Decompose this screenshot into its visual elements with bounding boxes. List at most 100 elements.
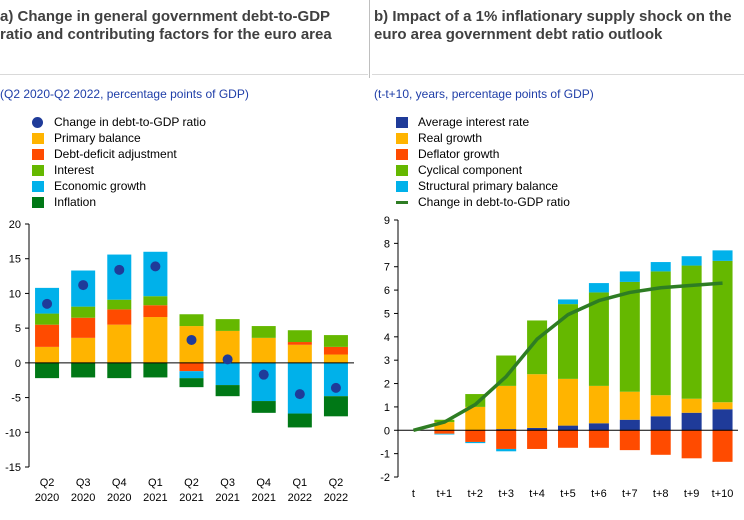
- panel-a-bar-debt-deficit-adjustment: [35, 324, 60, 347]
- panel-b-bar-structural-primary-balance: [434, 433, 455, 435]
- panel-b-bar-deflator-growth: [527, 430, 548, 449]
- panel-b-legend-label: Change in debt-to-GDP ratio: [418, 195, 570, 209]
- panel-b-bar-average-interest-rate: [527, 427, 548, 431]
- panel-a-bar-inflation: [143, 362, 168, 378]
- panel-a-point-change-in-debt: [258, 369, 269, 380]
- panel-b-bar-real-growth: [434, 422, 455, 431]
- panel-b-legend-item: Cyclical component: [396, 162, 570, 178]
- panel-a-legend-label: Debt-deficit adjustment: [54, 147, 177, 161]
- panel-a-y-tick-label: 5: [15, 323, 21, 335]
- panel-b-bar-real-growth: [712, 402, 733, 410]
- panel-a-bar-primary-balance: [323, 354, 348, 363]
- panel-a-bar-primary-balance: [107, 324, 132, 363]
- panel-b-bar-deflator-growth: [712, 430, 733, 462]
- panel-a-point-change-in-debt: [186, 334, 197, 345]
- panel-a-x-tick-label: Q2: [184, 477, 199, 489]
- panel-a-legend-swatch: [32, 180, 44, 192]
- panel-b-bar-average-interest-rate: [650, 416, 671, 431]
- panel-a-y-tick-label: 0: [15, 358, 21, 370]
- panel-b-chart: -2 -1 0 1 2 3 4 5 6 7 8 9 t t+1 t+2 t+3 t+4 t+5 t+6 t+7 t+8 t…: [380, 215, 738, 500]
- panel-b-bar-structural-primary-balance: [619, 271, 640, 282]
- panel-a-bar-economic-growth: [215, 362, 240, 386]
- panel-b-bar-cyclical-component: [496, 355, 517, 386]
- panel-b-y-tick-label: 2: [384, 379, 390, 391]
- panel-a-bar-debt-deficit-adjustment: [143, 305, 168, 318]
- panel-a-bar-primary-balance: [143, 317, 168, 363]
- panel-b-legend-swatch: [396, 200, 408, 204]
- panel-a-legend-item: Interest: [32, 162, 206, 178]
- panel-a-x-tick-label: Q4: [256, 477, 271, 489]
- panel-a-bar-inflation: [71, 362, 96, 378]
- panel-a-bar-interest: [179, 314, 204, 327]
- panel-b-bar-real-growth: [588, 385, 609, 424]
- panel-b-bar-deflator-growth: [465, 430, 486, 442]
- panel-b-x-tick-label: t+1: [437, 488, 453, 500]
- panel-b-y-tick-label: 1: [384, 402, 390, 414]
- panel-b-bar-average-interest-rate: [681, 412, 702, 431]
- panel-a-legend-item: Change in debt-to-GDP ratio: [32, 114, 206, 130]
- panel-b-bar-average-interest-rate: [558, 425, 578, 431]
- panel-b: b) Impact of a 1% inflationary supply sh…: [372, 0, 744, 520]
- panel-b-x-tick-label: t+6: [591, 488, 607, 500]
- panel-b-bar-deflator-growth: [496, 430, 517, 449]
- panel-a-y-tick-label: 10: [9, 288, 21, 300]
- panel-b-y-tick-label: 8: [384, 238, 390, 250]
- panel-a-bar-economic-growth: [179, 371, 204, 379]
- panel-a-legend-label: Change in debt-to-GDP ratio: [54, 115, 206, 129]
- panel-a-legend-label: Primary balance: [54, 131, 141, 145]
- panel-b-bar-cyclical-component: [650, 271, 671, 396]
- panel-a-bar-inflation: [179, 378, 204, 388]
- panel-a-title: a) Change in general government debt-to-…: [0, 8, 332, 43]
- panel-a-x-tick-label: Q3: [220, 477, 235, 489]
- panel-a-point-change-in-debt: [222, 354, 233, 365]
- panel-a-bar-economic-growth: [287, 362, 312, 414]
- panel-a-point-change-in-debt: [294, 389, 305, 400]
- panel-b-bar-cyclical-component: [588, 292, 609, 386]
- panel-a-legend-swatch: [32, 196, 44, 208]
- panel-a-x-tick-label: 2021: [215, 492, 239, 504]
- panel-b-bar-structural-primary-balance: [496, 448, 517, 452]
- panel-b-bar-real-growth: [496, 385, 517, 430]
- panel-a-legend-label: Interest: [54, 163, 95, 177]
- panel-a-x-tick-label: 2022: [324, 492, 348, 504]
- panel-b-legend-swatch: [396, 148, 408, 160]
- panel-a-x-tick-label: Q1: [292, 477, 307, 489]
- panel-b-legend-label: Structural primary balance: [418, 179, 559, 193]
- panel-b-legend: Average interest rate Real growth Deflator…: [396, 114, 570, 210]
- panel-b-line-change-in-debt: [413, 281, 723, 432]
- panel-a-x-tick-label: Q2: [329, 477, 344, 489]
- panel-b-bar-real-growth: [681, 398, 702, 413]
- panel-a-y-tick-label: 15: [9, 254, 21, 266]
- panel-a-legend-swatch: [32, 132, 44, 144]
- panel-a-bar-inflation: [323, 396, 348, 417]
- panel-b-y-tick-label: -1: [380, 449, 390, 461]
- panel-a-x-tick-label: Q4: [112, 477, 127, 489]
- panel-a-legend-swatch: [32, 164, 44, 176]
- panel-b-x-tick-label: t+4: [529, 488, 545, 500]
- panel-b-bar-structural-primary-balance: [681, 256, 702, 266]
- panel-b-legend-item: Average interest rate: [396, 114, 570, 130]
- panel-b-legend-swatch: [396, 132, 408, 144]
- panel-b-bar-average-interest-rate: [496, 429, 517, 431]
- panel-a-bar-economic-growth: [251, 362, 276, 402]
- panel-a-bar-debt-deficit-adjustment: [323, 346, 348, 355]
- panel-a-point-change-in-debt: [42, 298, 53, 309]
- panel-a-bar-interest: [143, 296, 168, 306]
- panel-b-bar-structural-primary-balance: [558, 299, 578, 305]
- panel-b-rule: [372, 74, 744, 75]
- panel-a-bar-inflation: [35, 362, 60, 379]
- panel-b-bar-deflator-growth: [588, 430, 609, 448]
- panel-b-x-tick-label: t+5: [560, 488, 576, 500]
- panel-a-bar-interest: [35, 313, 60, 325]
- panel-a-bar-debt-deficit-adjustment: [287, 342, 312, 345]
- panel-a-x-tick-label: Q1: [148, 477, 163, 489]
- panel-b-bar-cyclical-component: [681, 265, 702, 399]
- panel-b-legend-label: Cyclical component: [418, 163, 523, 177]
- panel-a-legend-swatch: [32, 148, 44, 160]
- panel-b-bar-structural-primary-balance: [712, 250, 733, 261]
- panel-b-legend-label: Average interest rate: [418, 115, 530, 129]
- panel-a-bar-inflation: [215, 385, 240, 397]
- panel-a-x-tick-label: Q2: [40, 477, 55, 489]
- panel-b-bar-average-interest-rate: [712, 409, 733, 431]
- panel-a-bar-interest: [71, 306, 96, 318]
